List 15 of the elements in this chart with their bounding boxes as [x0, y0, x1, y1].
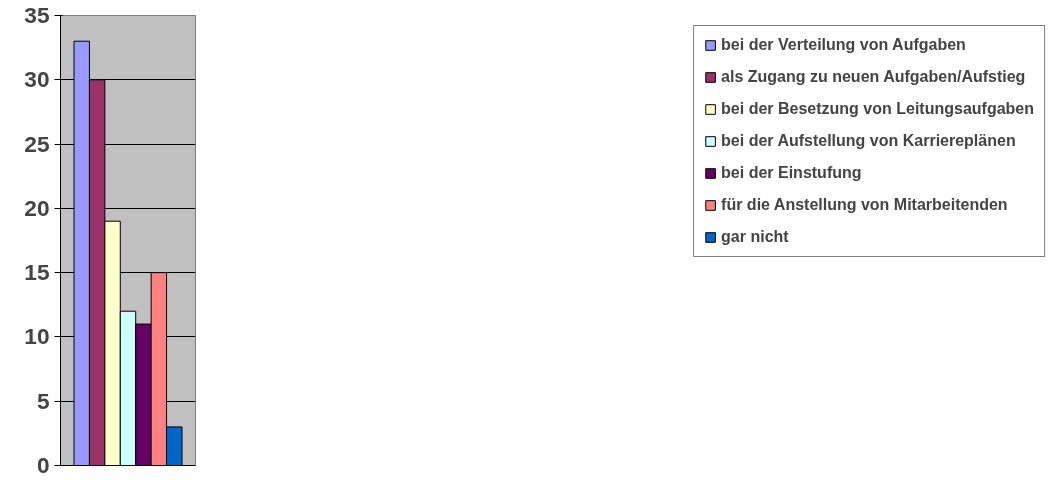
y-tick-label: 0 — [36, 452, 50, 478]
y-tick-label: 25 — [24, 130, 50, 157]
y-tick-label: 30 — [24, 66, 50, 93]
legend-label: bei der Einstufung — [721, 164, 862, 182]
legend-label: bei der Verteilung von Aufgaben — [721, 36, 966, 54]
y-tick-label: 5 — [36, 387, 50, 414]
legend-label: als Zugang zu neuen Aufgaben/Aufstieg — [721, 68, 1026, 86]
legend-label: bei der Besetzung von Leitungsaufgaben — [721, 100, 1034, 118]
legend-label: bei der Aufstellung von Karriereplänen — [721, 132, 1016, 150]
y-tick-label: 15 — [24, 259, 50, 286]
y-tick-label: 10 — [24, 323, 50, 350]
legend-label: gar nicht — [721, 228, 789, 246]
y-tick-label: 35 — [24, 2, 50, 28]
y-tick-label: 20 — [24, 194, 50, 221]
legend-label: für die Anstellung von Mitarbeitenden — [721, 196, 1008, 214]
